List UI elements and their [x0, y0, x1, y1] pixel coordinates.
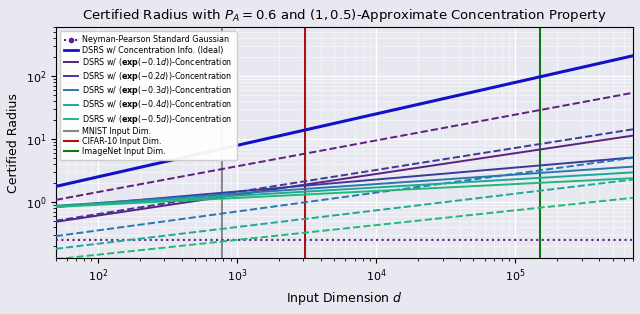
- DSRS w/ ($\mathbf{exp}(-0.1d)$)-Concentration: [317, 180, 325, 184]
- DSRS w/ ($\mathbf{exp}(-0.2d)$)-Concentration: [612, 157, 620, 161]
- Neyman-Pearson Standard Gaussian: [629, 238, 637, 242]
- Neyman-Pearson Standard Gaussian: [612, 238, 620, 242]
- DSRS w/ ($\mathbf{exp}(-0.1d)$)-Concentration: [629, 134, 637, 138]
- DSRS w/ ($\mathbf{exp}(-0.3d)$)-Concentration: [52, 204, 60, 208]
- DSRS w/ ($\mathbf{exp}(-0.1d)$)-Concentration: [81, 215, 89, 219]
- DSRS w/ ($\mathbf{exp}(-0.2d)$)-Concentration: [506, 166, 514, 170]
- Neyman-Pearson Standard Gaussian: [506, 238, 514, 242]
- DSRS w/ Concentration Info. (Ideal): [506, 82, 514, 85]
- DSRS w/ ($\mathbf{exp}(-0.5d)$)-Concentration: [506, 182, 514, 186]
- DSRS w/ ($\mathbf{exp}(-0.3d)$)-Concentration: [81, 202, 89, 206]
- DSRS w/ ($\mathbf{exp}(-0.4d)$)-Concentration: [629, 171, 637, 174]
- DSRS w/ ($\mathbf{exp}(-0.2d)$)-Concentration: [629, 155, 637, 159]
- DSRS w/ ($\mathbf{exp}(-0.2d)$)-Concentration: [317, 182, 325, 186]
- Neyman-Pearson Standard Gaussian: [333, 238, 340, 242]
- DSRS w/ ($\mathbf{exp}(-0.3d)$)-Concentration: [506, 173, 514, 177]
- Neyman-Pearson Standard Gaussian: [81, 238, 89, 242]
- Y-axis label: Certified Radius: Certified Radius: [7, 93, 20, 193]
- DSRS w/ Concentration Info. (Ideal): [333, 121, 340, 125]
- Line: DSRS w/ Concentration Info. (Ideal): DSRS w/ Concentration Info. (Ideal): [56, 56, 633, 187]
- Neyman-Pearson Standard Gaussian: [317, 238, 325, 242]
- DSRS w/ ($\mathbf{exp}(-0.2d)$)-Concentration: [612, 157, 620, 161]
- DSRS w/ Concentration Info. (Ideal): [81, 178, 89, 181]
- DSRS w/ ($\mathbf{exp}(-0.5d)$)-Concentration: [317, 192, 325, 196]
- Line: DSRS w/ ($\mathbf{exp}(-0.3d)$)-Concentration: DSRS w/ ($\mathbf{exp}(-0.3d)$)-Concentr…: [56, 167, 633, 206]
- DSRS w/ Concentration Info. (Ideal): [612, 58, 620, 62]
- DSRS w/ ($\mathbf{exp}(-0.3d)$)-Concentration: [333, 185, 340, 189]
- DSRS w/ Concentration Info. (Ideal): [317, 124, 325, 128]
- Legend: Neyman-Pearson Standard Gaussian, DSRS w/ Concentration Info. (Ideal), DSRS w/ (: Neyman-Pearson Standard Gaussian, DSRS w…: [60, 31, 237, 160]
- Line: DSRS w/ ($\mathbf{exp}(-0.5d)$)-Concentration: DSRS w/ ($\mathbf{exp}(-0.5d)$)-Concentr…: [56, 178, 633, 207]
- DSRS w/ Concentration Info. (Ideal): [629, 54, 637, 58]
- DSRS w/ ($\mathbf{exp}(-0.1d)$)-Concentration: [333, 178, 340, 182]
- X-axis label: Input Dimension $d$: Input Dimension $d$: [286, 290, 403, 307]
- Neyman-Pearson Standard Gaussian: [52, 238, 60, 242]
- DSRS w/ ($\mathbf{exp}(-0.3d)$)-Concentration: [612, 166, 620, 170]
- DSRS w/ ($\mathbf{exp}(-0.4d)$)-Concentration: [612, 171, 620, 175]
- DSRS w/ ($\mathbf{exp}(-0.5d)$)-Concentration: [612, 177, 620, 181]
- DSRS w/ ($\mathbf{exp}(-0.4d)$)-Concentration: [612, 171, 620, 175]
- DSRS w/ ($\mathbf{exp}(-0.5d)$)-Concentration: [333, 191, 340, 195]
- DSRS w/ ($\mathbf{exp}(-0.4d)$)-Concentration: [81, 203, 89, 207]
- DSRS w/ ($\mathbf{exp}(-0.3d)$)-Concentration: [612, 166, 620, 170]
- Neyman-Pearson Standard Gaussian: [612, 238, 620, 242]
- DSRS w/ ($\mathbf{exp}(-0.1d)$)-Concentration: [506, 152, 514, 156]
- DSRS w/ ($\mathbf{exp}(-0.4d)$)-Concentration: [52, 204, 60, 208]
- DSRS w/ ($\mathbf{exp}(-0.5d)$)-Concentration: [52, 205, 60, 209]
- Line: DSRS w/ ($\mathbf{exp}(-0.4d)$)-Concentration: DSRS w/ ($\mathbf{exp}(-0.4d)$)-Concentr…: [56, 172, 633, 206]
- Title: Certified Radius with $P_A = 0.6$ and $(1, 0.5)$-Approximate Concentration Prope: Certified Radius with $P_A = 0.6$ and $(…: [82, 7, 607, 24]
- DSRS w/ ($\mathbf{exp}(-0.1d)$)-Concentration: [52, 220, 60, 224]
- DSRS w/ ($\mathbf{exp}(-0.2d)$)-Concentration: [81, 203, 89, 206]
- DSRS w/ ($\mathbf{exp}(-0.2d)$)-Concentration: [333, 181, 340, 185]
- DSRS w/ ($\mathbf{exp}(-0.5d)$)-Concentration: [629, 176, 637, 180]
- DSRS w/ ($\mathbf{exp}(-0.4d)$)-Concentration: [333, 188, 340, 192]
- DSRS w/ ($\mathbf{exp}(-0.2d)$)-Concentration: [52, 205, 60, 209]
- DSRS w/ ($\mathbf{exp}(-0.5d)$)-Concentration: [81, 203, 89, 207]
- DSRS w/ ($\mathbf{exp}(-0.4d)$)-Concentration: [506, 178, 514, 181]
- DSRS w/ Concentration Info. (Ideal): [52, 185, 60, 188]
- DSRS w/ ($\mathbf{exp}(-0.3d)$)-Concentration: [629, 165, 637, 169]
- DSRS w/ ($\mathbf{exp}(-0.4d)$)-Concentration: [317, 189, 325, 192]
- Line: DSRS w/ ($\mathbf{exp}(-0.2d)$)-Concentration: DSRS w/ ($\mathbf{exp}(-0.2d)$)-Concentr…: [56, 157, 633, 207]
- DSRS w/ ($\mathbf{exp}(-0.3d)$)-Concentration: [317, 186, 325, 190]
- Line: DSRS w/ ($\mathbf{exp}(-0.1d)$)-Concentration: DSRS w/ ($\mathbf{exp}(-0.1d)$)-Concentr…: [56, 136, 633, 222]
- DSRS w/ Concentration Info. (Ideal): [612, 58, 620, 62]
- DSRS w/ ($\mathbf{exp}(-0.1d)$)-Concentration: [612, 136, 620, 140]
- DSRS w/ ($\mathbf{exp}(-0.1d)$)-Concentration: [612, 136, 620, 140]
- DSRS w/ ($\mathbf{exp}(-0.5d)$)-Concentration: [612, 177, 620, 181]
